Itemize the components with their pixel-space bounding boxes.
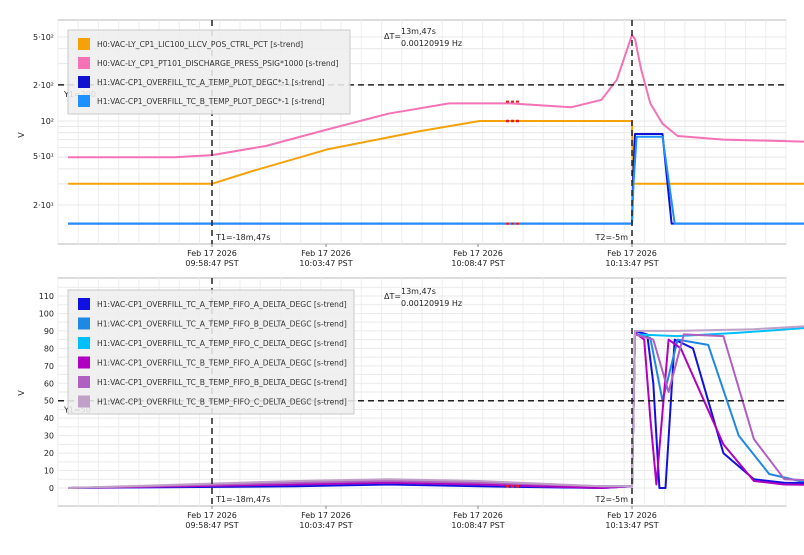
legend-box [67, 29, 351, 115]
series-line-3 [68, 331, 804, 489]
legend-swatch [78, 376, 90, 388]
x-tick-date: Feb 17 2026 [453, 511, 503, 520]
legend-swatch [78, 95, 90, 107]
y-tick-label: 80 [44, 344, 54, 353]
legend-entry: H1:VAC-CP1_OVERFILL_TC_A_TEMP_FIFO_A_DEL… [97, 300, 347, 309]
x-tick-date: Feb 17 2026 [453, 249, 503, 258]
legend-entry: H1:VAC-CP1_OVERFILL_TC_B_TEMP_FIFO_B_DEL… [97, 378, 347, 387]
cursor-t1-label: T1=-18m,47s [215, 233, 270, 242]
x-tick-time: 10:13:47 PST [605, 259, 658, 268]
x-tick-date: Feb 17 2026 [607, 249, 657, 258]
x-tick-time: 10:03:47 PST [299, 259, 352, 268]
legend-entry: H1:VAC-CP1_OVERFILL_TC_B_TEMP_FIFO_C_DEL… [97, 398, 347, 407]
y-tick-label: 2·10² [33, 81, 54, 90]
y-tick-label: 50 [44, 397, 54, 406]
y-tick-label: 20 [44, 449, 54, 458]
legend-entry: H1:VAC-CP1_OVERFILL_TC_A_TEMP_FIFO_B_DEL… [97, 320, 347, 329]
y-tick-label: 100 [39, 309, 54, 318]
legend-swatch [78, 317, 90, 330]
y-tick-label: 30 [44, 432, 54, 441]
legend-swatch [78, 57, 90, 69]
y-tick-label: 40 [44, 414, 54, 423]
delta-frequency: 0.00120919 Hz [401, 39, 462, 48]
legend-swatch [78, 38, 90, 50]
delta-frequency: 0.00120919 Hz [401, 299, 462, 308]
x-tick-date: Feb 17 2026 [607, 511, 657, 520]
delta-value: 13m,47s [401, 287, 436, 296]
y-tick-label: 60 [44, 379, 54, 388]
x-tick-date: Feb 17 2026 [187, 249, 237, 258]
x-tick-time: 10:13:47 PST [605, 521, 658, 530]
series-line-5 [68, 325, 804, 489]
legend-swatch [78, 356, 90, 369]
legend-entry: H1:VAC-CP1_OVERFILL_TC_B_TEMP_PLOT_DEGC*… [97, 97, 325, 106]
x-tick-time: 10:03:47 PST [299, 521, 352, 530]
legend-entry: H0:VAC-LY_CP1_LIC100_LLCV_POS_CTRL_PCT [… [97, 40, 303, 49]
delta-value: 13m,47s [401, 27, 436, 36]
y-tick-label: 70 [44, 362, 54, 371]
legend: H0:VAC-LY_CP1_LIC100_LLCV_POS_CTRL_PCT [… [67, 29, 351, 115]
y-tick-label: 10² [41, 117, 54, 126]
series-group [68, 325, 804, 489]
series-line-0 [68, 329, 804, 489]
y-axis-label: V [17, 132, 26, 138]
delta-label: ΔT= [384, 32, 401, 41]
y-axis-label: V [17, 390, 26, 396]
legend-entry: H1:VAC-CP1_OVERFILL_TC_B_TEMP_FIFO_A_DEL… [97, 359, 347, 368]
y-tick-label: 110 [39, 292, 54, 301]
delta-readout: ΔT=13m,47s 0.00120919 Hz [384, 27, 462, 48]
y-tick-label: 90 [44, 327, 54, 336]
x-tick-time: 10:08:47 PST [451, 259, 504, 268]
legend-swatch [78, 76, 90, 88]
legend-box [67, 289, 355, 415]
series-line-1 [68, 34, 804, 159]
legend-entry: H1:VAC-CP1_OVERFILL_TC_A_TEMP_FIFO_C_DEL… [97, 339, 347, 348]
x-tick-time: 09:58:47 PST [185, 259, 238, 268]
y-tick-label: 5·10² [33, 33, 54, 42]
y-axis: 5·10² 2·10² 10² 5·10¹ 2·10¹ V [17, 33, 54, 210]
legend-entry: H1:VAC-CP1_OVERFILL_TC_A_TEMP_PLOT_DEGC*… [97, 78, 325, 87]
delta-readout: ΔT=13m,47s 0.00120919 Hz [384, 287, 462, 308]
x-tick-date: Feb 17 2026 [301, 511, 351, 520]
x-tick-time: 10:08:47 PST [451, 521, 504, 530]
x-tick-date: Feb 17 2026 [187, 511, 237, 520]
legend-entry: H0:VAC-LY_CP1_PT101_DISCHARGE_PRESS_PSIG… [97, 59, 339, 68]
x-tick-date: Feb 17 2026 [301, 249, 351, 258]
cursor-t2-label: T2=-5m [595, 495, 629, 504]
y-tick-label: 2·10¹ [33, 201, 54, 210]
y-tick-label: 0 [49, 484, 54, 493]
y-tick-label: 10 [44, 467, 54, 476]
cursor-t2-label: T2=-5m [595, 233, 629, 242]
y-tick-label: 5·10¹ [33, 152, 54, 161]
delta-label: ΔT= [384, 292, 401, 301]
series-line-3 [68, 135, 804, 225]
x-tick-time: 09:58:47 PST [185, 521, 238, 530]
legend: H1:VAC-CP1_OVERFILL_TC_A_TEMP_FIFO_A_DEL… [67, 289, 355, 415]
legend-swatch [78, 337, 90, 349]
legend-swatch [78, 395, 90, 408]
cursor-t1-label: T1=-18m,47s [215, 495, 270, 504]
legend-swatch [78, 298, 90, 310]
series-line-4 [68, 333, 804, 489]
